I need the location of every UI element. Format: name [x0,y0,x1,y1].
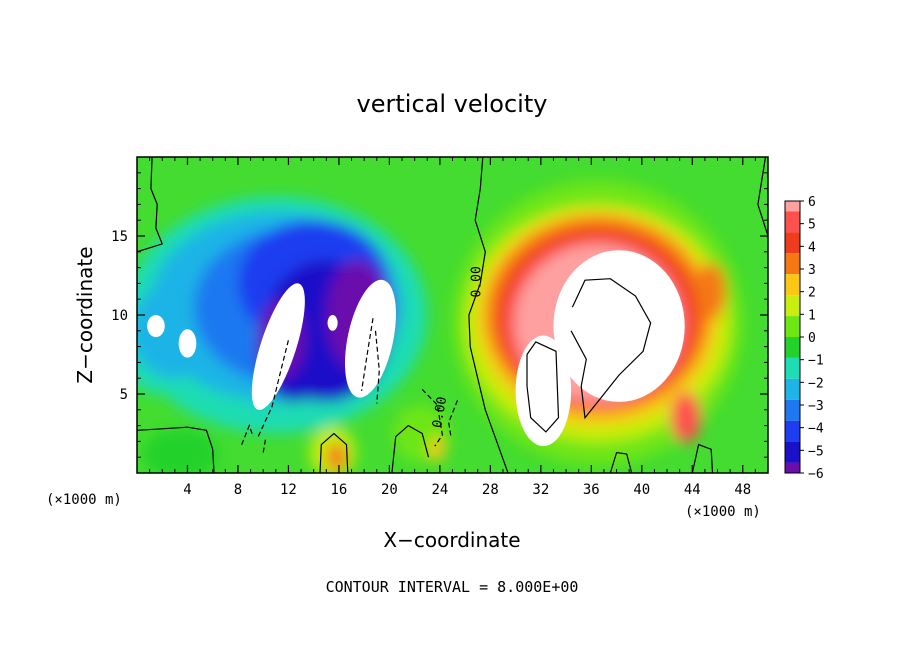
x-tick-label: 36 [583,482,600,498]
contour-left-top [137,157,163,253]
contour-right-top [757,157,768,237]
colorbar-label: 5 [808,218,816,233]
colorbar-label: −4 [808,422,824,437]
low-left-green [143,428,220,473]
beyond-upper-5 [327,315,338,331]
colorbar-label: 0 [808,331,816,346]
colorbar-swatch [785,462,800,473]
x-tick-label: 16 [330,482,347,498]
colorbar-swatch [785,274,800,296]
colorbar-swatch [785,211,800,233]
chart-title: vertical velocity [357,90,548,118]
colorbar-label: 4 [808,240,816,255]
colorbar-swatch [785,399,800,421]
x-tick-label: 4 [183,482,191,498]
colorbar-label: 6 [808,195,816,210]
x-scale-label: (×1000 m) [46,492,122,508]
contour-low-left [137,426,215,473]
colorbar-swatch [785,253,800,275]
contour-low-44 [691,443,714,473]
colorbar-swatch [785,441,800,463]
contour-divide [468,157,509,473]
x-axis-label: X−coordinate [383,528,520,552]
z-tick-label: 5 [120,387,128,403]
beyond-upper-2 [344,279,396,398]
contour-neg-2 [361,318,374,391]
contour-updraft-left [526,341,560,433]
beyond-upper-1 [251,283,305,410]
x-tick-label: 12 [280,482,297,498]
z-scale-label: (×1000 m) [685,504,761,520]
colorbar-swatch [785,378,800,400]
contour-low-21 [391,424,430,473]
contour-neg-1 [257,340,289,437]
updraft-low-spot [670,392,702,443]
colorbar-label: −1 [808,354,824,369]
x-tick-label: 24 [431,482,448,498]
colorbar-label: −5 [808,444,824,459]
x-tick-label: 20 [381,482,398,498]
contour-label: 0.00 [469,266,484,297]
colorbar-swatch [785,420,800,442]
colorbar-swatch [785,357,800,379]
z-tick-label: 10 [111,308,128,324]
contour-neg-4 [241,423,254,445]
beyond-upper-3 [147,315,165,338]
colorbar-swatch [785,337,800,358]
colorbar-swatch [785,232,800,254]
updraft-right-spot [696,262,727,320]
low-23-spot [429,436,445,462]
colorbar: 6 5 4 3 2 1 0 −1 −2 −3 −4 −5 −6 [784,195,824,482]
velocity-field [137,157,768,473]
beyond-upper-4 [178,329,197,358]
colorbar-swatch [785,201,800,212]
colorbar-label: −6 [808,467,824,482]
contour-low-16 [319,432,349,473]
colorbar-label: −3 [808,399,824,414]
contour-neg-5 [262,438,267,453]
contour-label: 0.00 [430,396,450,429]
x-tick-label: 44 [684,482,701,498]
x-ticks: 4 8 12 16 20 24 28 32 36 40 44 48 [149,157,756,498]
contour-interval: CONTOUR INTERVAL = 8.000E+00 [326,578,579,596]
x-tick-label: 32 [532,482,549,498]
contour-updraft-inner [570,278,652,420]
zero-contours: 0.00 0.00 [137,157,768,473]
x-tick-label: 48 [734,482,751,498]
low-mid-spot [326,442,347,472]
x-tick-label: 40 [633,482,650,498]
contour-neg-6 [421,388,444,447]
colorbar-label: 2 [808,286,816,301]
z-ticks: 5 10 15 [111,172,768,458]
x-tick-label: 8 [234,482,242,498]
colorbar-label: −2 [808,376,824,391]
colorbar-label: 1 [808,308,816,323]
contour-low-42 [609,451,633,473]
z-axis-label: Z−coordinate [73,246,97,383]
x-tick-label: 28 [482,482,499,498]
colorbar-swatch [785,316,800,337]
colorbar-label: 3 [808,263,816,278]
z-tick-label: 15 [111,229,128,245]
contour-neg-7 [448,400,459,439]
colorbar-swatch [785,295,800,317]
beyond-updraft-core [553,250,685,402]
